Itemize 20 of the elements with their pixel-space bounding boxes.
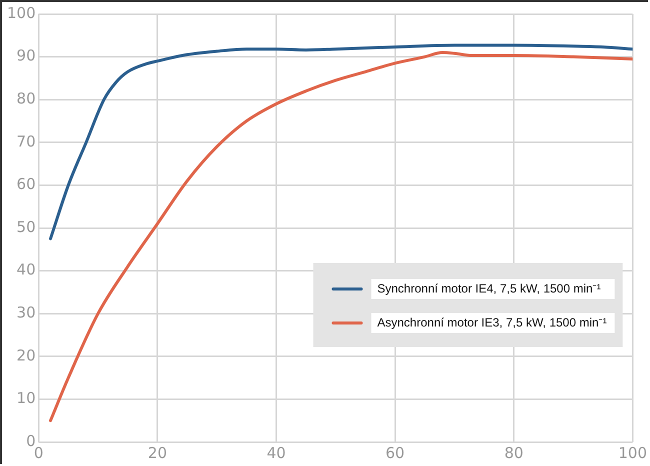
y-tick-label: 40 xyxy=(16,260,36,279)
x-tick-label: 80 xyxy=(504,444,524,462)
y-tick-label: 80 xyxy=(16,89,36,108)
y-tick-label: 20 xyxy=(16,346,36,364)
y-tick-label: 0 xyxy=(26,432,36,450)
x-tick-label: 40 xyxy=(266,444,286,462)
x-tick-label: 20 xyxy=(148,444,167,462)
y-tick-label: 90 xyxy=(16,46,36,65)
y-tick-label: 10 xyxy=(16,389,36,408)
y-tick-label: 60 xyxy=(16,175,36,194)
legend-label: Synchronní motor IE4, 7,5 kW, 1500 min⁻¹ xyxy=(377,281,601,296)
x-tick-label: 100 xyxy=(618,444,648,462)
y-tick-label: 70 xyxy=(16,132,36,150)
x-tick-label: 60 xyxy=(386,444,405,462)
line-series xyxy=(49,51,633,422)
y-tick-label: 50 xyxy=(16,218,36,236)
line-series xyxy=(49,44,633,240)
y-tick-label: 100 xyxy=(6,4,36,22)
y-tick-label: 30 xyxy=(16,303,36,322)
legend-label: Asynchronní motor IE3, 7,5 kW, 1500 min⁻¹ xyxy=(377,315,607,330)
